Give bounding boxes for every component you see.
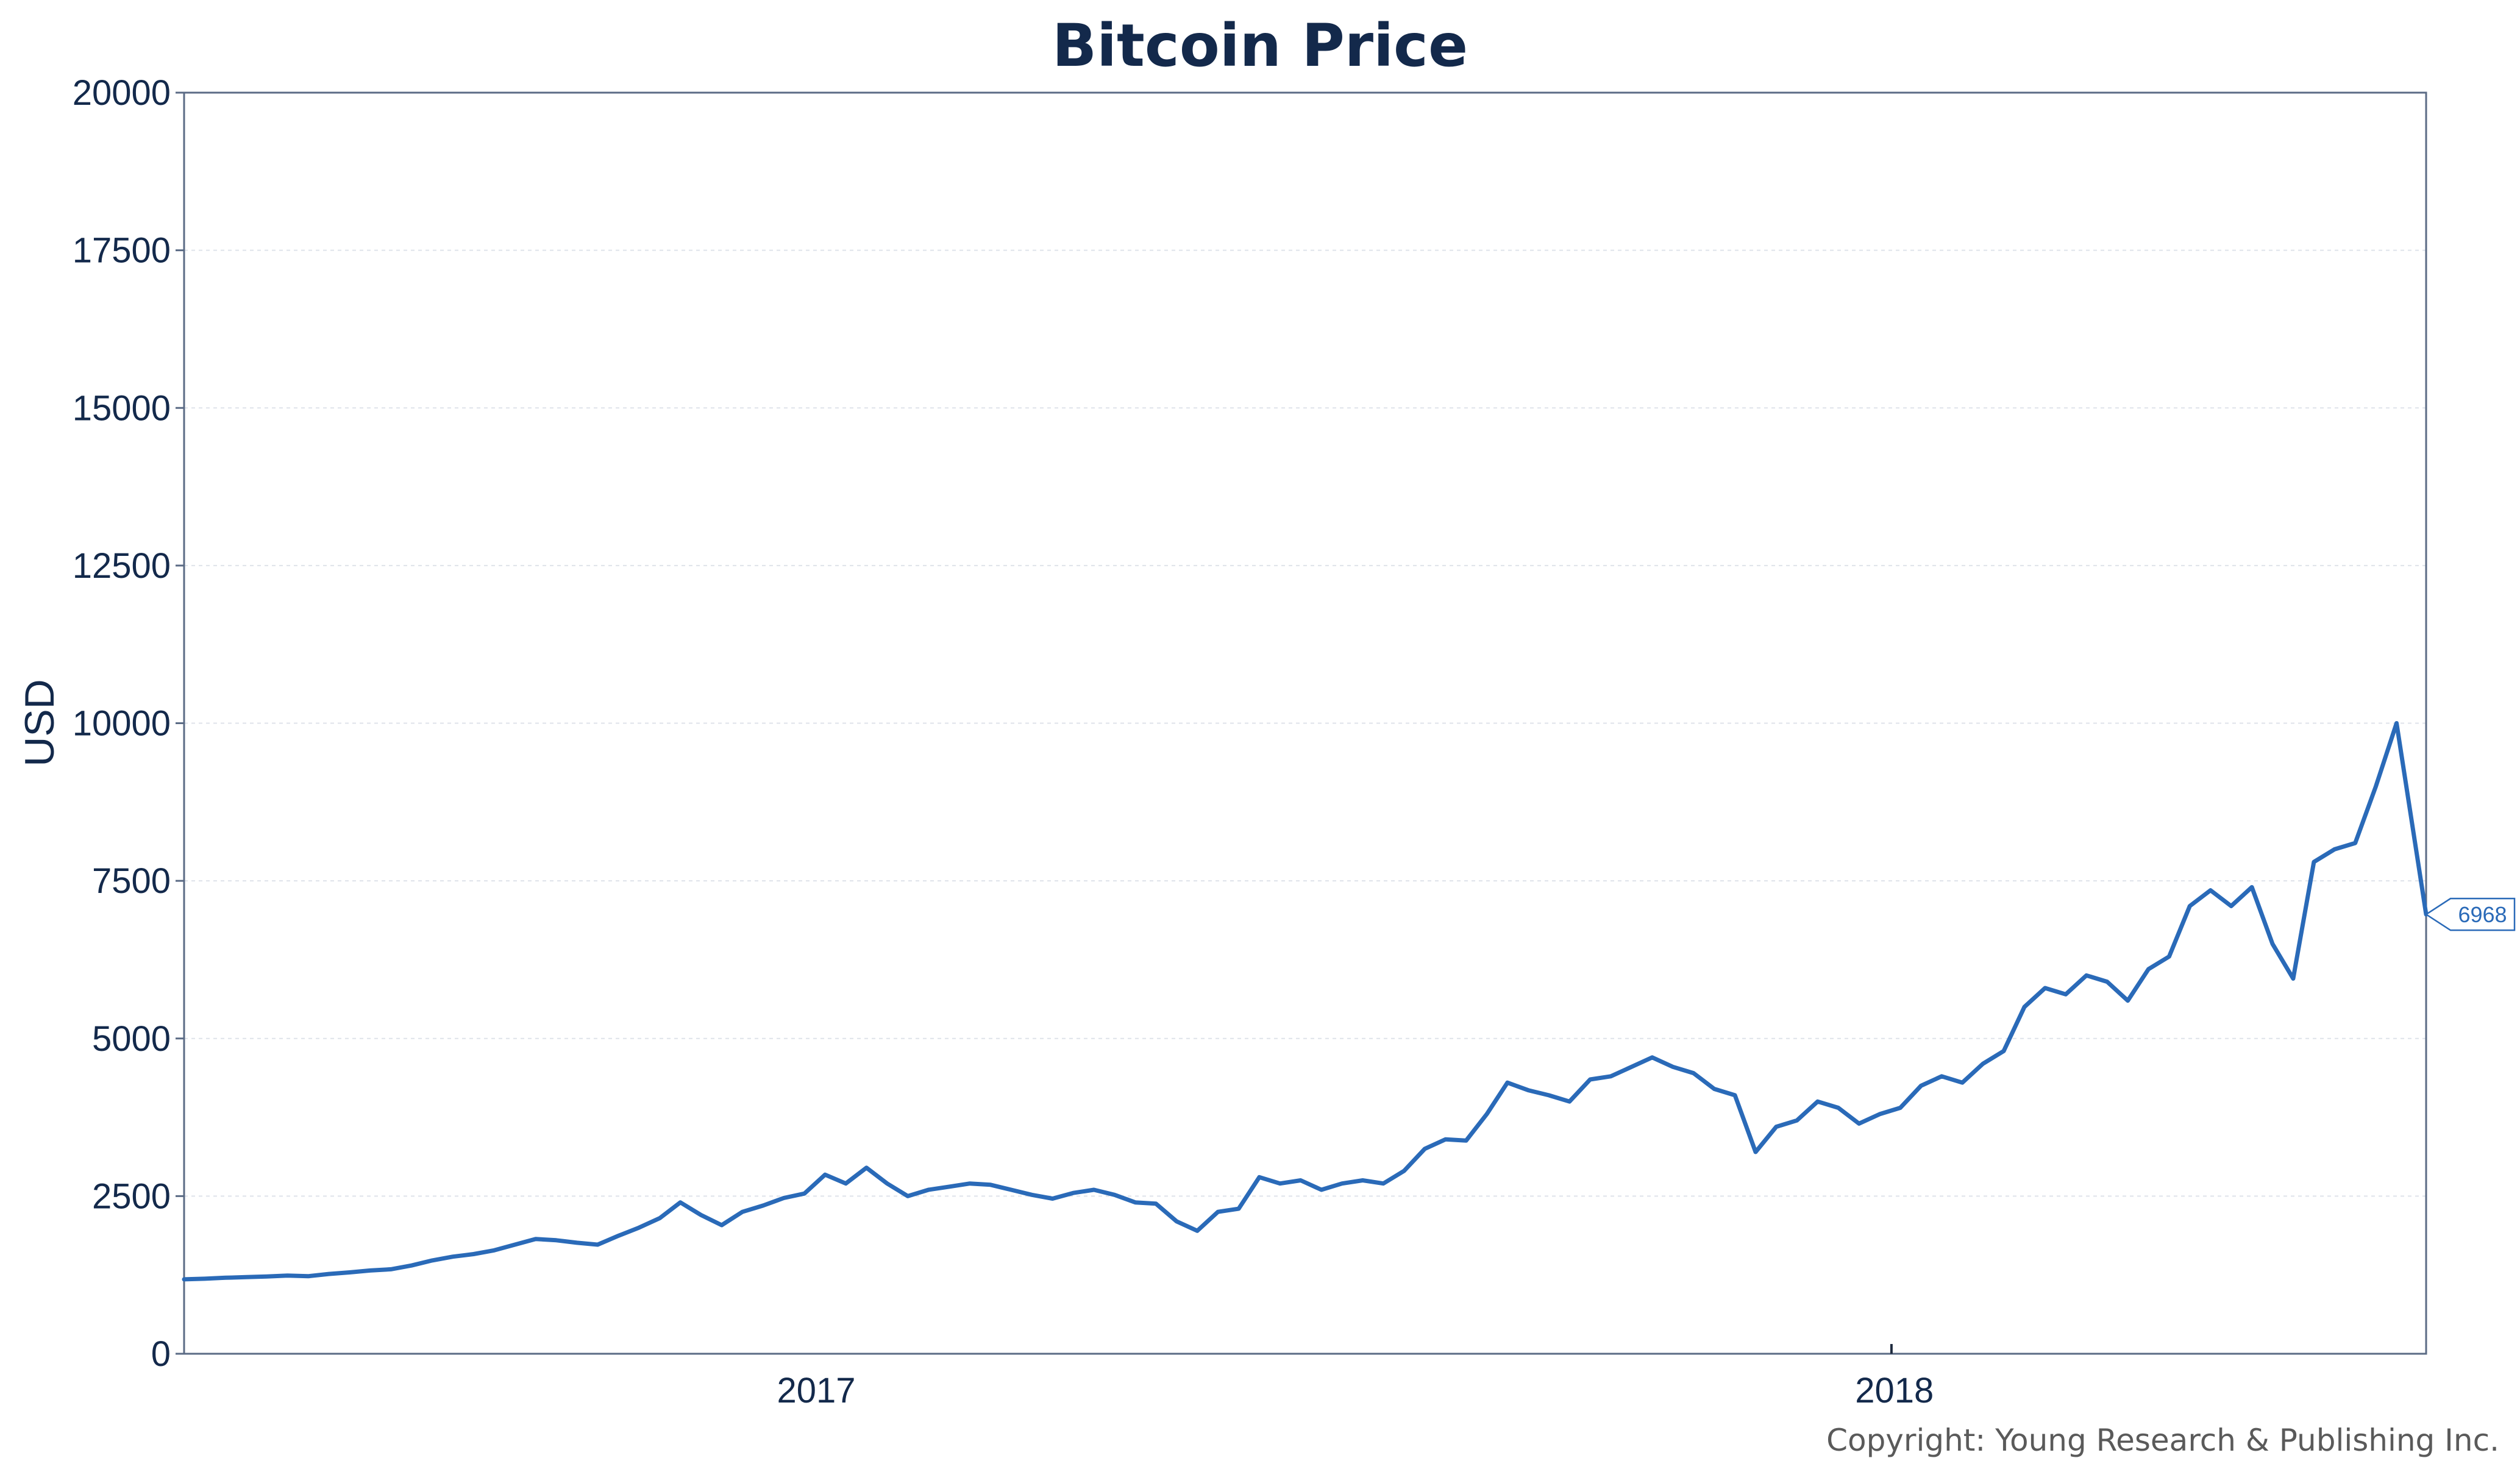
grid [184, 92, 2426, 1197]
y-tick-label: 2500 [92, 1176, 171, 1216]
chart-title: Bitcoin Price [1052, 12, 1468, 80]
last-value-callout: 6968 [2424, 897, 2516, 931]
y-tick-label: 10000 [73, 704, 171, 744]
y-tick-label: 5000 [92, 1019, 171, 1059]
x-axis: 2017 2018 [777, 1344, 1934, 1410]
y-tick-label: 15000 [73, 388, 171, 428]
callout-box [2424, 897, 2516, 931]
y-tick-label: 20000 [73, 73, 171, 113]
y-axis: 0 2500 5000 7500 10000 12500 15000 17500 20000 [73, 73, 184, 1374]
series-line [182, 721, 2429, 1282]
y-tick-label: 17500 [73, 231, 171, 271]
y-axis-label: USD [16, 679, 63, 767]
y-tick-label: 0 [151, 1334, 171, 1374]
copyright-text: Copyright: Young Research & Publishing I… [1826, 1423, 2499, 1458]
y-tick-label: 7500 [92, 861, 171, 901]
x-tick-label: 2018 [1855, 1371, 1934, 1410]
y-tick-label: 12500 [73, 546, 171, 586]
last-value-label: 6968 [2458, 902, 2507, 927]
x-tick-label: 2017 [777, 1371, 855, 1410]
